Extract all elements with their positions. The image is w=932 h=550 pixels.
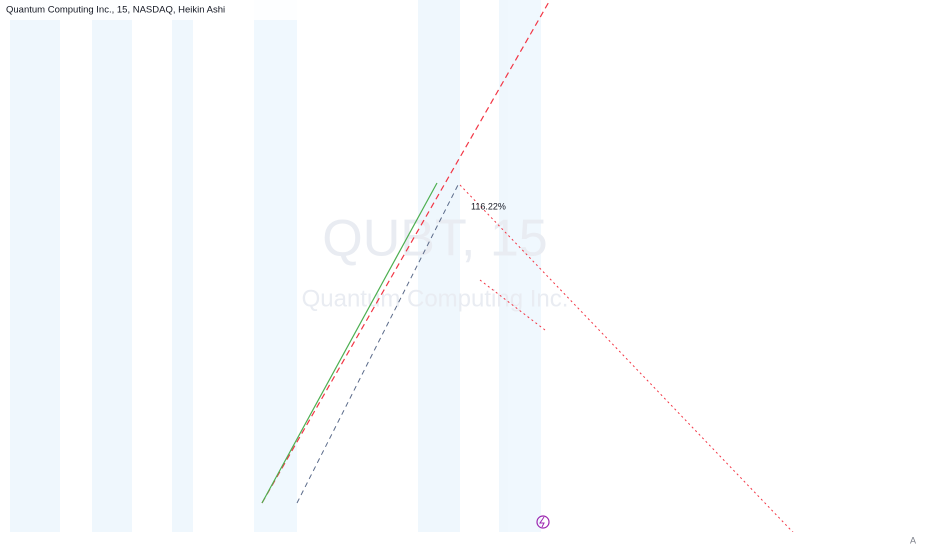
move-label: 116.22%: [471, 201, 506, 211]
trend-line: [296, 184, 459, 504]
scale-mode: A: [910, 535, 916, 545]
chart-title: Quantum Computing Inc., 15, NASDAQ, Heik…: [6, 5, 225, 16]
session-stripe: [10, 0, 60, 532]
event-icon-bolt: [539, 516, 545, 528]
trend-line: [479, 279, 546, 331]
title-bg: [0, 0, 300, 20]
session-stripe: [254, 0, 297, 532]
watermark-subtitle: Quantum Computing Inc.: [302, 285, 569, 312]
session-stripe: [172, 0, 193, 532]
trend-line: [261, 182, 438, 504]
trend-line: [459, 184, 811, 550]
watermark: QUBT, 15: [322, 210, 547, 268]
session-stripes: [10, 0, 541, 532]
trend-line: [261, 0, 551, 504]
time-axis: [0, 532, 932, 550]
trend-lines: [261, 0, 811, 550]
session-stripe: [92, 0, 132, 532]
session-stripe: [499, 0, 541, 532]
session-stripe: [418, 0, 460, 532]
price-axis: [870, 0, 932, 550]
event-icon[interactable]: [536, 515, 550, 529]
